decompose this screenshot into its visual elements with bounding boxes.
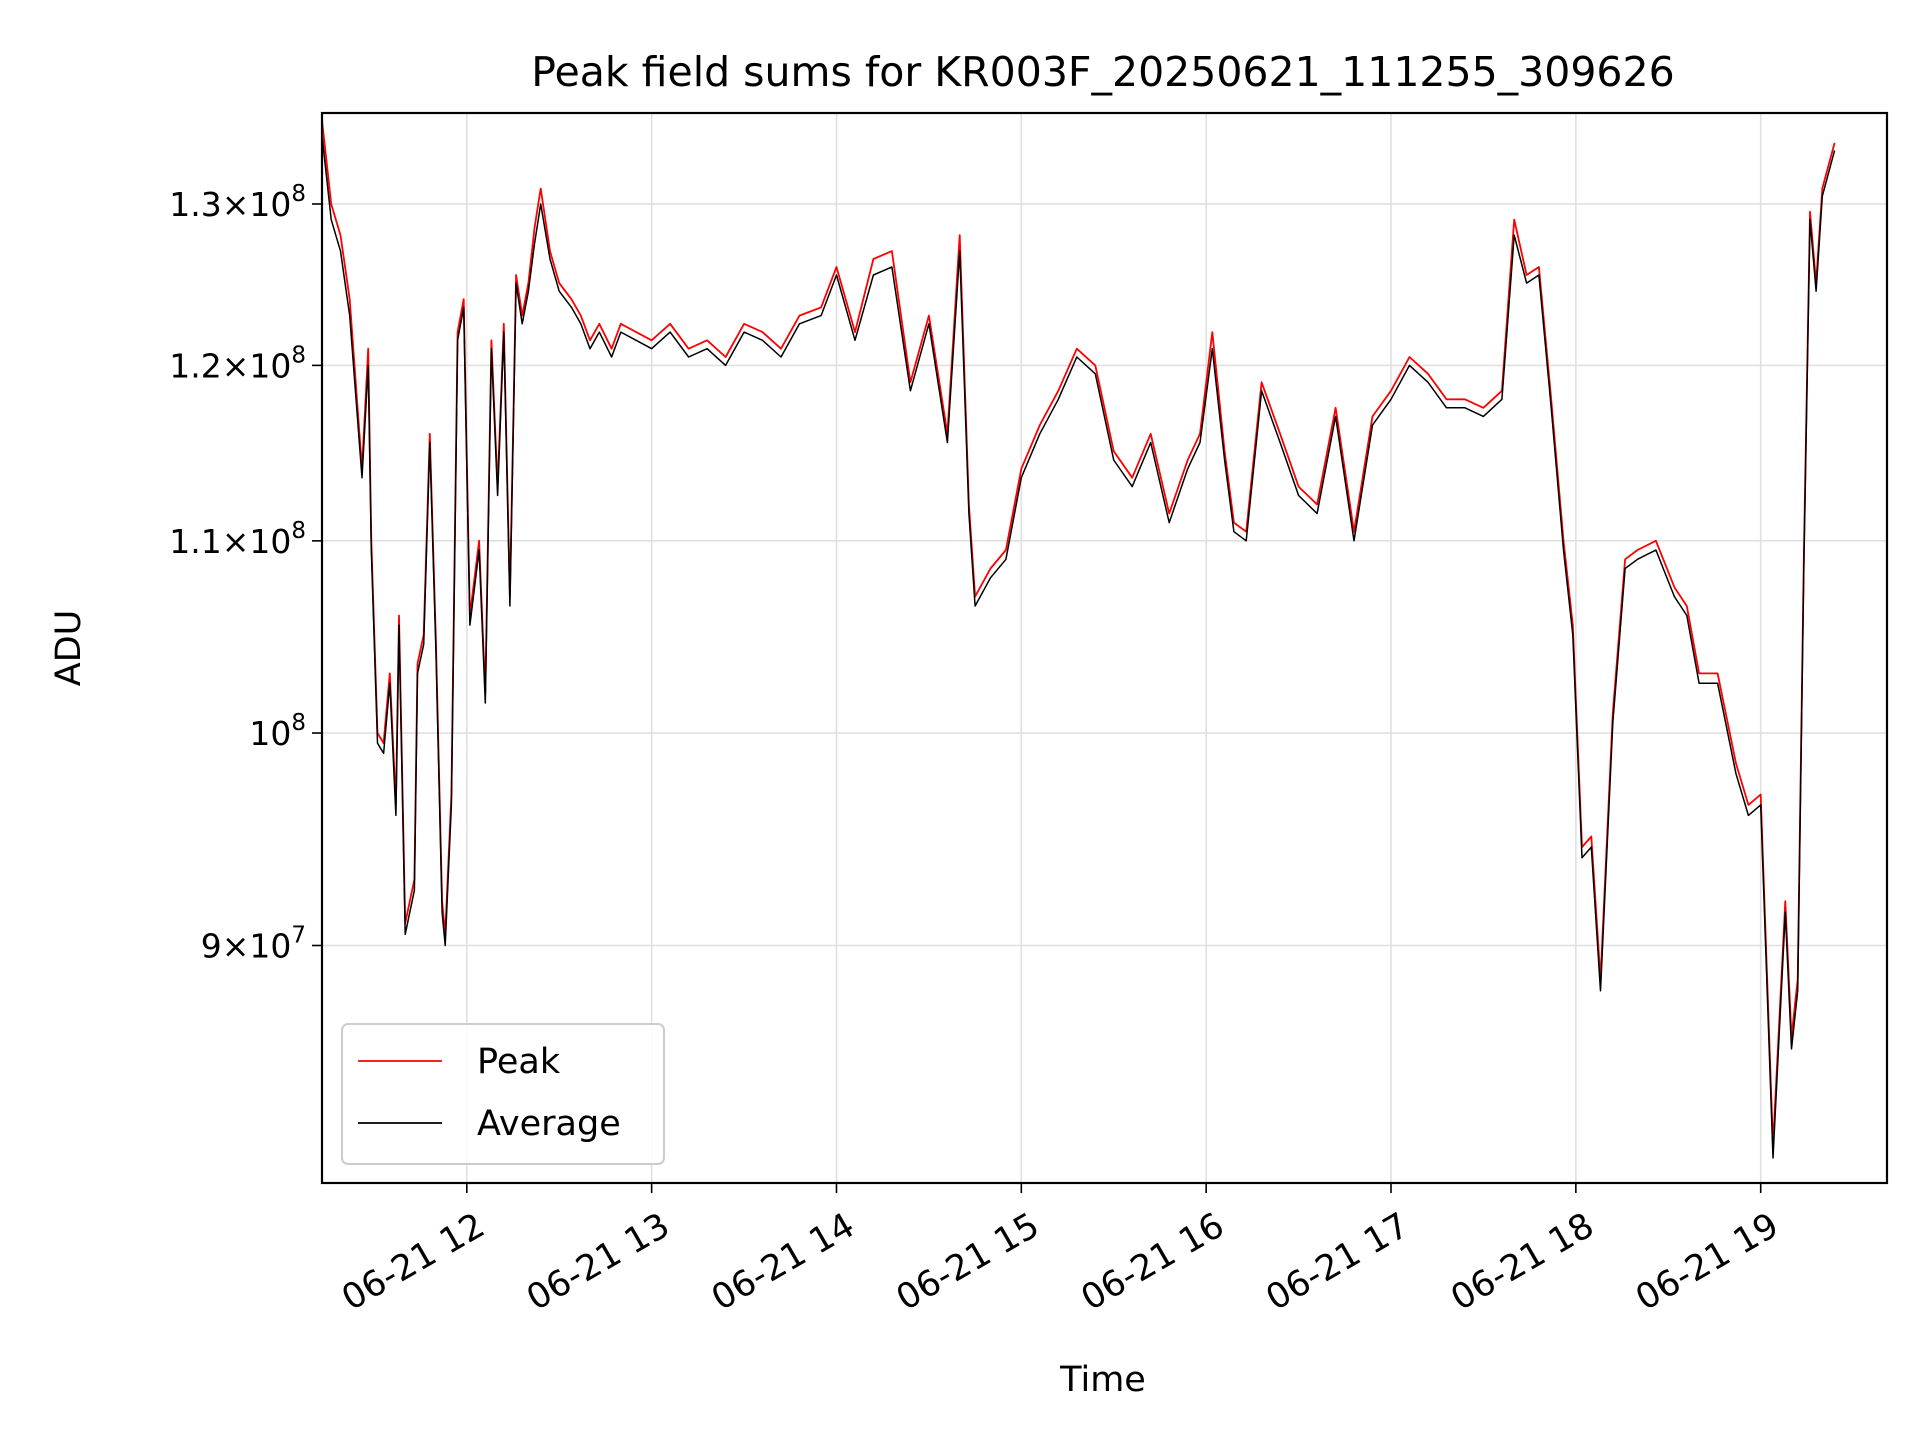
- legend-label-peak: Peak: [477, 1042, 561, 1082]
- y-tick-label: 1.1×108: [169, 518, 306, 561]
- y-tick-label: 1.2×108: [169, 342, 306, 385]
- series-lines: [322, 120, 1836, 1159]
- plot-frame: [320, 111, 1889, 1185]
- x-axis-label: Time: [1059, 1360, 1146, 1400]
- y-tick-label: 108: [249, 710, 306, 753]
- y-axis: 9×107 108 1.1×108 1.2×108 1.3×108: [169, 181, 322, 965]
- legend-box: [341, 1023, 665, 1165]
- y-axis-label: ADU: [49, 610, 89, 687]
- chart-title: Peak field sums for KR003F_20250621_1112…: [531, 48, 1674, 96]
- legend: Peak Average: [341, 1023, 665, 1165]
- y-tick-label: 9×107: [201, 922, 306, 965]
- legend-label-average: Average: [477, 1104, 621, 1144]
- y-tick-label: 1.3×108: [169, 181, 306, 224]
- gridlines: [322, 113, 1887, 1183]
- series-line-average: [322, 135, 1836, 1159]
